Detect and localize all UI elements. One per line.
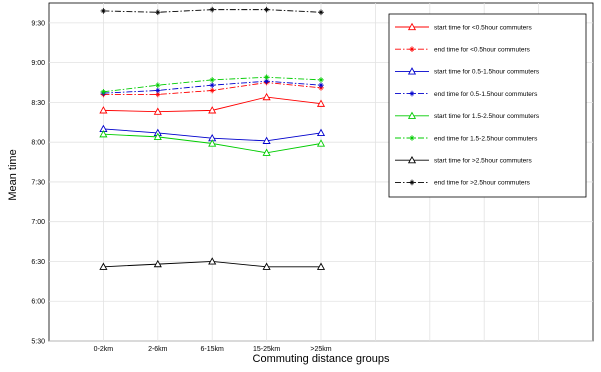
legend-marker-triangle	[407, 22, 417, 31]
legend-label: end time for 0.5-1.5hour commuters	[434, 91, 538, 98]
x-tick-label: 0-2km	[94, 346, 114, 353]
y-tick-label: 7:00	[31, 219, 45, 226]
series-8	[100, 6, 324, 16]
legend-label: end time for <0.5hour commuters	[434, 47, 531, 54]
data-point-triangle	[262, 92, 271, 101]
data-point-triangle	[262, 262, 271, 270]
data-point-triangle	[316, 99, 326, 107]
y-tick-label: 8:00	[31, 140, 45, 147]
y-tick-label: 6:00	[31, 299, 45, 306]
legend-entry: end time for <0.5hour commuters	[395, 46, 531, 54]
data-point-triangle	[208, 257, 217, 265]
legend-marker-star	[409, 46, 415, 52]
data-point-triangle	[262, 136, 271, 144]
data-point-star	[318, 9, 324, 16]
y-axis-title: Mean time	[7, 149, 19, 200]
legend-entry: start time for <0.5hour commuters	[395, 22, 532, 31]
legend-marker-triangle	[407, 111, 417, 119]
legend-label: end time for 1.5-2.5hour commuters	[434, 135, 538, 142]
legend-label: start time for 1.5-2.5hour commuters	[434, 113, 540, 120]
data-point-triangle	[316, 139, 326, 147]
legend-entry: end time for 1.5-2.5hour commuters	[395, 135, 538, 142]
data-point-star	[100, 8, 107, 14]
data-point-star	[209, 82, 215, 88]
series-6	[100, 74, 324, 95]
data-point-star	[318, 82, 324, 88]
data-point-star	[209, 6, 215, 13]
legend-box	[388, 13, 587, 198]
data-point-star	[155, 87, 161, 94]
y-tick-label: 7:30	[31, 179, 45, 186]
legend-marker-star	[409, 90, 415, 97]
series-1	[99, 92, 326, 115]
series-3	[99, 124, 326, 144]
y-tick-label: 8:30	[31, 100, 45, 107]
x-tick-labels: 0-2km 2-6km 6-15km 15-25km >25km	[94, 346, 332, 353]
series-7	[99, 257, 326, 270]
x-tick-label: >25km	[310, 346, 331, 353]
legend-marker-star	[409, 135, 415, 141]
data-point-triangle	[99, 129, 108, 138]
series-5	[99, 129, 326, 156]
x-tick-label: 15-25km	[253, 346, 280, 353]
legend-label: start time for 0.5-1.5hour commuters	[434, 69, 540, 76]
legend-entry: end time for 0.5-1.5hour commuters	[395, 90, 538, 98]
data-point-triangle	[316, 128, 326, 136]
y-tick-label: 6:30	[31, 259, 45, 266]
y-tick-label: 5:30	[31, 339, 45, 346]
legend: start time for <0.5hour commuters end tim…	[388, 13, 587, 198]
data-point-star	[263, 74, 270, 81]
legend-entry: start time for 0.5-1.5hour commuters	[395, 67, 540, 76]
y-tick-label: 9:30	[31, 20, 45, 27]
legend-entry: end time for >2.5hour commuters	[395, 179, 531, 187]
x-tick-label: 2-6km	[148, 346, 168, 353]
data-point-triangle	[153, 132, 162, 140]
data-point-triangle	[99, 262, 108, 270]
legend-entry: start time for >2.5hour commuters	[395, 155, 532, 165]
data-point-triangle	[208, 106, 217, 114]
data-point-triangle	[208, 139, 217, 147]
x-tick-label: 6-15km	[201, 346, 225, 353]
data-point-star	[155, 9, 161, 16]
legend-entry: start time for 1.5-2.5hour commuters	[395, 111, 540, 120]
data-point-star	[263, 6, 270, 13]
legend-marker-star	[409, 179, 415, 186]
data-point-star	[155, 82, 161, 88]
data-point-star	[100, 89, 107, 95]
legend-label: start time for >2.5hour commuters	[434, 158, 532, 165]
series-lines	[99, 6, 326, 270]
data-point-triangle	[153, 259, 162, 268]
data-point-triangle	[153, 107, 162, 115]
y-tick-label: 9:00	[31, 60, 45, 67]
legend-label: end time for >2.5hour commuters	[434, 180, 531, 187]
data-point-triangle	[99, 106, 108, 114]
data-point-star	[209, 77, 215, 83]
data-point-star	[318, 77, 324, 83]
legend-label: start time for <0.5hour commuters	[434, 24, 532, 31]
data-point-star	[209, 87, 215, 94]
x-axis-title: Commuting distance groups	[253, 353, 390, 365]
legend-marker-triangle	[407, 155, 417, 164]
legend-marker-triangle	[407, 67, 417, 75]
y-tick-labels: 5:30 6:00 6:30 7:00 7:30 8:00 8:30 9:00 9:30	[31, 20, 45, 345]
data-point-triangle	[262, 148, 271, 156]
data-point-triangle	[316, 262, 326, 270]
